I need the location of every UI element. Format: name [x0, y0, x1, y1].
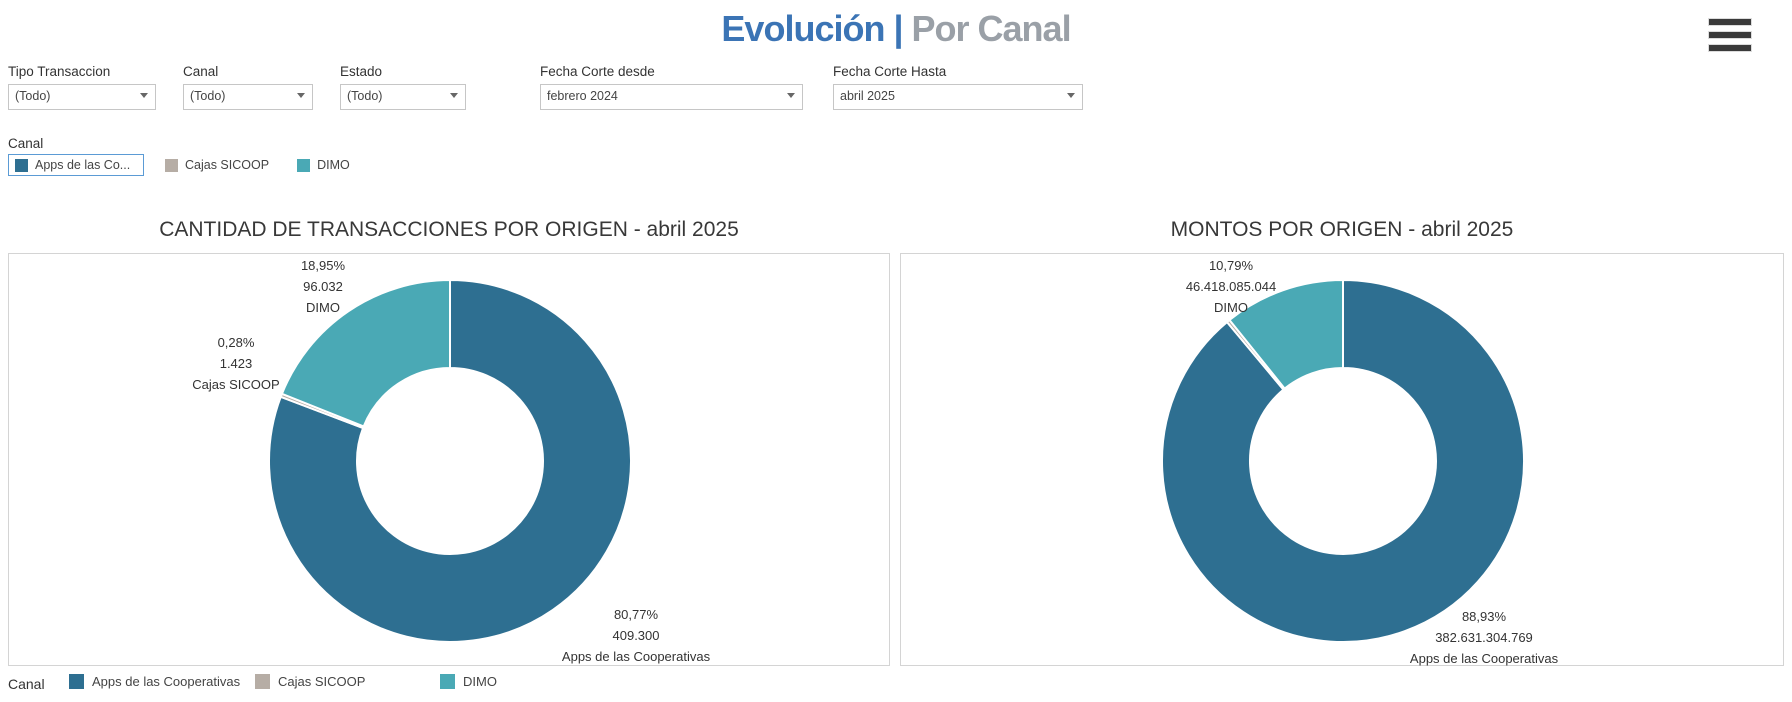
caret-down-icon: [1067, 93, 1075, 98]
filter-label: Fecha Corte desde: [540, 64, 655, 79]
filter-label: Fecha Corte Hasta: [833, 64, 947, 79]
legend-item-dimo[interactable]: DIMO: [440, 674, 497, 689]
slice-pct: 10,79%: [1208, 258, 1254, 273]
legend-item-label: Cajas SICOOP: [185, 158, 270, 172]
dropdown-value: (Todo): [190, 89, 226, 103]
legend-item-dimo[interactable]: DIMO: [290, 154, 357, 176]
filter-fecha-corte-hasta: Fecha Corte Hasta abril 2025: [833, 64, 1083, 110]
slice-label-cajas-sicoop: 0,28% 1.423 Cajas SICOOP: [126, 332, 346, 395]
legend-item-label: Cajas SICOOP: [278, 674, 366, 689]
legend-swatch: [15, 158, 28, 172]
chart-panel-cantidad: 18,95% 96.032 DIMO 0,28% 1.423 Cajas SIC…: [8, 253, 890, 666]
chart-title-cantidad: CANTIDAD DE TRANSACCIONES POR ORIGEN - a…: [159, 218, 739, 241]
slice-label-apps: 80,77% 409.300 Apps de las Cooperativas: [526, 604, 746, 667]
slice-label-dimo: 18,95% 96.032 DIMO: [213, 255, 433, 318]
legend-title: Canal: [8, 676, 45, 692]
page-title-primary: Evolución |: [721, 8, 903, 49]
slice-value: 96.032: [303, 279, 343, 294]
legend-item-apps-de-las-cooperativas[interactable]: Apps de las Cooperativas: [69, 674, 240, 689]
slice-label-dimo: 10,79% 46.418.085.044 DIMO: [1121, 255, 1341, 318]
caret-down-icon: [140, 93, 148, 98]
legend-item-cajas-sicoop[interactable]: Cajas SICOOP: [255, 674, 365, 689]
caret-down-icon: [787, 93, 795, 98]
filter-fecha-corte-desde: Fecha Corte desde febrero 2024: [540, 64, 803, 110]
slice-label-apps: 88,93% 382.631.304.769 Apps de las Coope…: [1374, 606, 1594, 669]
filter-label: Tipo Transaccion: [8, 64, 111, 79]
canal-quick-filter: Apps de las Co... Cajas SICOOP DIMO: [8, 154, 357, 176]
canal-quick-filter-label: Canal: [8, 136, 44, 151]
slice-value: 409.300: [612, 628, 660, 643]
filter-label: Canal: [183, 64, 219, 79]
filter-estado: Estado (Todo): [340, 64, 466, 110]
donut-slice-apps-de-las-cooperativas[interactable]: [1161, 278, 1525, 643]
filter-canal: Canal (Todo): [183, 64, 313, 110]
legend-item-label: Apps de las Cooperativas: [92, 674, 241, 689]
donut-slice-apps-de-las-cooperativas[interactable]: [268, 278, 632, 643]
caret-down-icon: [297, 93, 305, 98]
chart-title-montos: MONTOS POR ORIGEN - abril 2025: [1170, 218, 1514, 241]
legend-swatch: [165, 158, 178, 172]
canal-dropdown[interactable]: (Todo): [183, 84, 313, 110]
legend-item-apps-de-las-cooperativas[interactable]: Apps de las Co...: [8, 154, 144, 176]
filter-label: Estado: [340, 64, 383, 79]
donut-chart-montos[interactable]: [1158, 276, 1528, 646]
estado-dropdown[interactable]: (Todo): [340, 84, 466, 110]
caret-down-icon: [450, 93, 458, 98]
slice-category: DIMO: [1214, 300, 1248, 315]
legend-item-label: DIMO: [463, 674, 497, 689]
slice-value: 1.423: [219, 356, 253, 371]
hamburger-bar: [1708, 18, 1752, 26]
page-title: Evolución | Por Canal: [0, 8, 1792, 50]
legend-item-label: DIMO: [317, 158, 350, 172]
slice-pct: 18,95%: [300, 258, 346, 273]
slice-pct: 0,28%: [217, 335, 255, 350]
dropdown-value: febrero 2024: [547, 89, 618, 103]
hamburger-bar: [1708, 44, 1752, 52]
slice-value: 46.418.085.044: [1185, 279, 1277, 294]
hamburger-menu-icon[interactable]: [1708, 18, 1754, 54]
slice-category: Apps de las Cooperativas: [561, 649, 711, 664]
slice-pct: 80,77%: [613, 607, 659, 622]
page-title-secondary: Por Canal: [902, 8, 1072, 49]
slice-category: Cajas SICOOP: [192, 377, 280, 392]
tipo-transaccion-dropdown[interactable]: (Todo): [8, 84, 156, 110]
hamburger-bar: [1708, 31, 1752, 39]
fecha-corte-hasta-dropdown[interactable]: abril 2025: [833, 84, 1083, 110]
slice-category: DIMO: [306, 300, 340, 315]
fecha-corte-desde-dropdown[interactable]: febrero 2024: [540, 84, 803, 110]
slice-category: Apps de las Cooperativas: [1409, 651, 1559, 666]
legend-swatch: [69, 674, 84, 689]
slice-value: 382.631.304.769: [1435, 630, 1533, 645]
dropdown-value: abril 2025: [840, 89, 895, 103]
slice-pct: 88,93%: [1461, 609, 1507, 624]
donut-chart-cantidad[interactable]: [265, 276, 635, 646]
legend-swatch: [255, 674, 270, 689]
legend-item-cajas-sicoop[interactable]: Cajas SICOOP: [158, 154, 276, 176]
chart-panel-montos: 10,79% 46.418.085.044 DIMO 88,93% 382.63…: [900, 253, 1784, 666]
filter-tipo-transaccion: Tipo Transaccion (Todo): [8, 64, 156, 110]
dropdown-value: (Todo): [15, 89, 51, 103]
donut-slice-dimo[interactable]: [280, 278, 451, 428]
legend-swatch: [440, 674, 455, 689]
dropdown-value: (Todo): [347, 89, 383, 103]
legend-swatch: [297, 158, 311, 172]
donut-slice-dimo[interactable]: [1228, 278, 1344, 390]
legend-item-label: Apps de las Co...: [35, 158, 131, 172]
bottom-color-legend: Canal Apps de las Cooperativas Cajas SIC…: [0, 668, 1792, 702]
